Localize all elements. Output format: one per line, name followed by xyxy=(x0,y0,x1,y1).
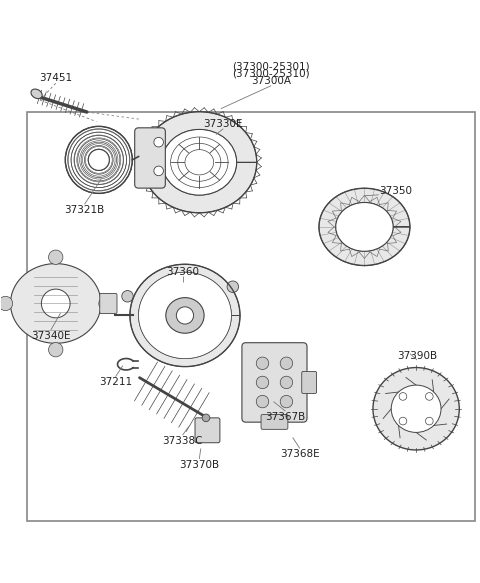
Polygon shape xyxy=(161,280,177,299)
Text: 37300A: 37300A xyxy=(251,76,291,86)
Text: 37350: 37350 xyxy=(379,186,412,196)
Ellipse shape xyxy=(391,385,441,433)
Text: 37390B: 37390B xyxy=(397,351,437,361)
Text: 37330E: 37330E xyxy=(204,119,243,129)
Ellipse shape xyxy=(176,307,193,324)
Ellipse shape xyxy=(373,367,459,450)
Ellipse shape xyxy=(11,264,101,343)
PathPatch shape xyxy=(142,112,257,213)
Text: 37340E: 37340E xyxy=(31,331,71,340)
Text: 37367B: 37367B xyxy=(265,412,306,422)
Text: (37300-25310): (37300-25310) xyxy=(232,69,310,79)
Ellipse shape xyxy=(166,298,204,333)
Circle shape xyxy=(280,376,293,389)
Text: 37451: 37451 xyxy=(39,73,72,83)
FancyBboxPatch shape xyxy=(242,343,307,422)
Polygon shape xyxy=(203,322,223,338)
Polygon shape xyxy=(147,293,167,308)
Polygon shape xyxy=(180,337,189,354)
Polygon shape xyxy=(192,332,208,351)
Text: 37338C: 37338C xyxy=(162,436,203,446)
FancyBboxPatch shape xyxy=(195,418,220,442)
FancyBboxPatch shape xyxy=(261,415,288,429)
FancyBboxPatch shape xyxy=(135,128,165,188)
Polygon shape xyxy=(203,293,223,308)
Bar xyxy=(27,112,475,521)
Circle shape xyxy=(48,343,63,357)
Circle shape xyxy=(425,392,433,401)
Circle shape xyxy=(202,414,210,422)
Circle shape xyxy=(227,281,239,293)
Circle shape xyxy=(256,357,269,370)
Circle shape xyxy=(280,395,293,408)
Text: 37370B: 37370B xyxy=(179,460,219,470)
Circle shape xyxy=(399,392,407,401)
Circle shape xyxy=(256,376,269,389)
Polygon shape xyxy=(143,311,162,319)
Circle shape xyxy=(0,296,12,311)
Circle shape xyxy=(256,395,269,408)
Circle shape xyxy=(399,417,407,425)
Polygon shape xyxy=(208,311,227,319)
Ellipse shape xyxy=(41,289,70,318)
PathPatch shape xyxy=(319,188,410,265)
Circle shape xyxy=(48,250,63,265)
Ellipse shape xyxy=(139,272,231,359)
Text: (37300-25301): (37300-25301) xyxy=(232,61,310,71)
Circle shape xyxy=(154,138,163,147)
Circle shape xyxy=(122,290,133,302)
PathPatch shape xyxy=(130,264,240,367)
Polygon shape xyxy=(161,332,177,351)
Circle shape xyxy=(280,357,293,370)
Polygon shape xyxy=(180,276,189,294)
Polygon shape xyxy=(147,322,167,338)
Polygon shape xyxy=(192,280,208,299)
Circle shape xyxy=(154,166,163,175)
Circle shape xyxy=(425,417,433,425)
Ellipse shape xyxy=(88,149,109,170)
Ellipse shape xyxy=(31,89,42,99)
FancyBboxPatch shape xyxy=(302,371,317,394)
Text: 37321B: 37321B xyxy=(64,205,105,215)
Ellipse shape xyxy=(336,202,393,251)
Text: 37360: 37360 xyxy=(166,267,199,277)
FancyBboxPatch shape xyxy=(100,293,117,314)
Text: 37211: 37211 xyxy=(99,377,132,387)
Ellipse shape xyxy=(162,129,237,195)
Circle shape xyxy=(99,296,113,311)
Text: 37368E: 37368E xyxy=(280,449,320,459)
